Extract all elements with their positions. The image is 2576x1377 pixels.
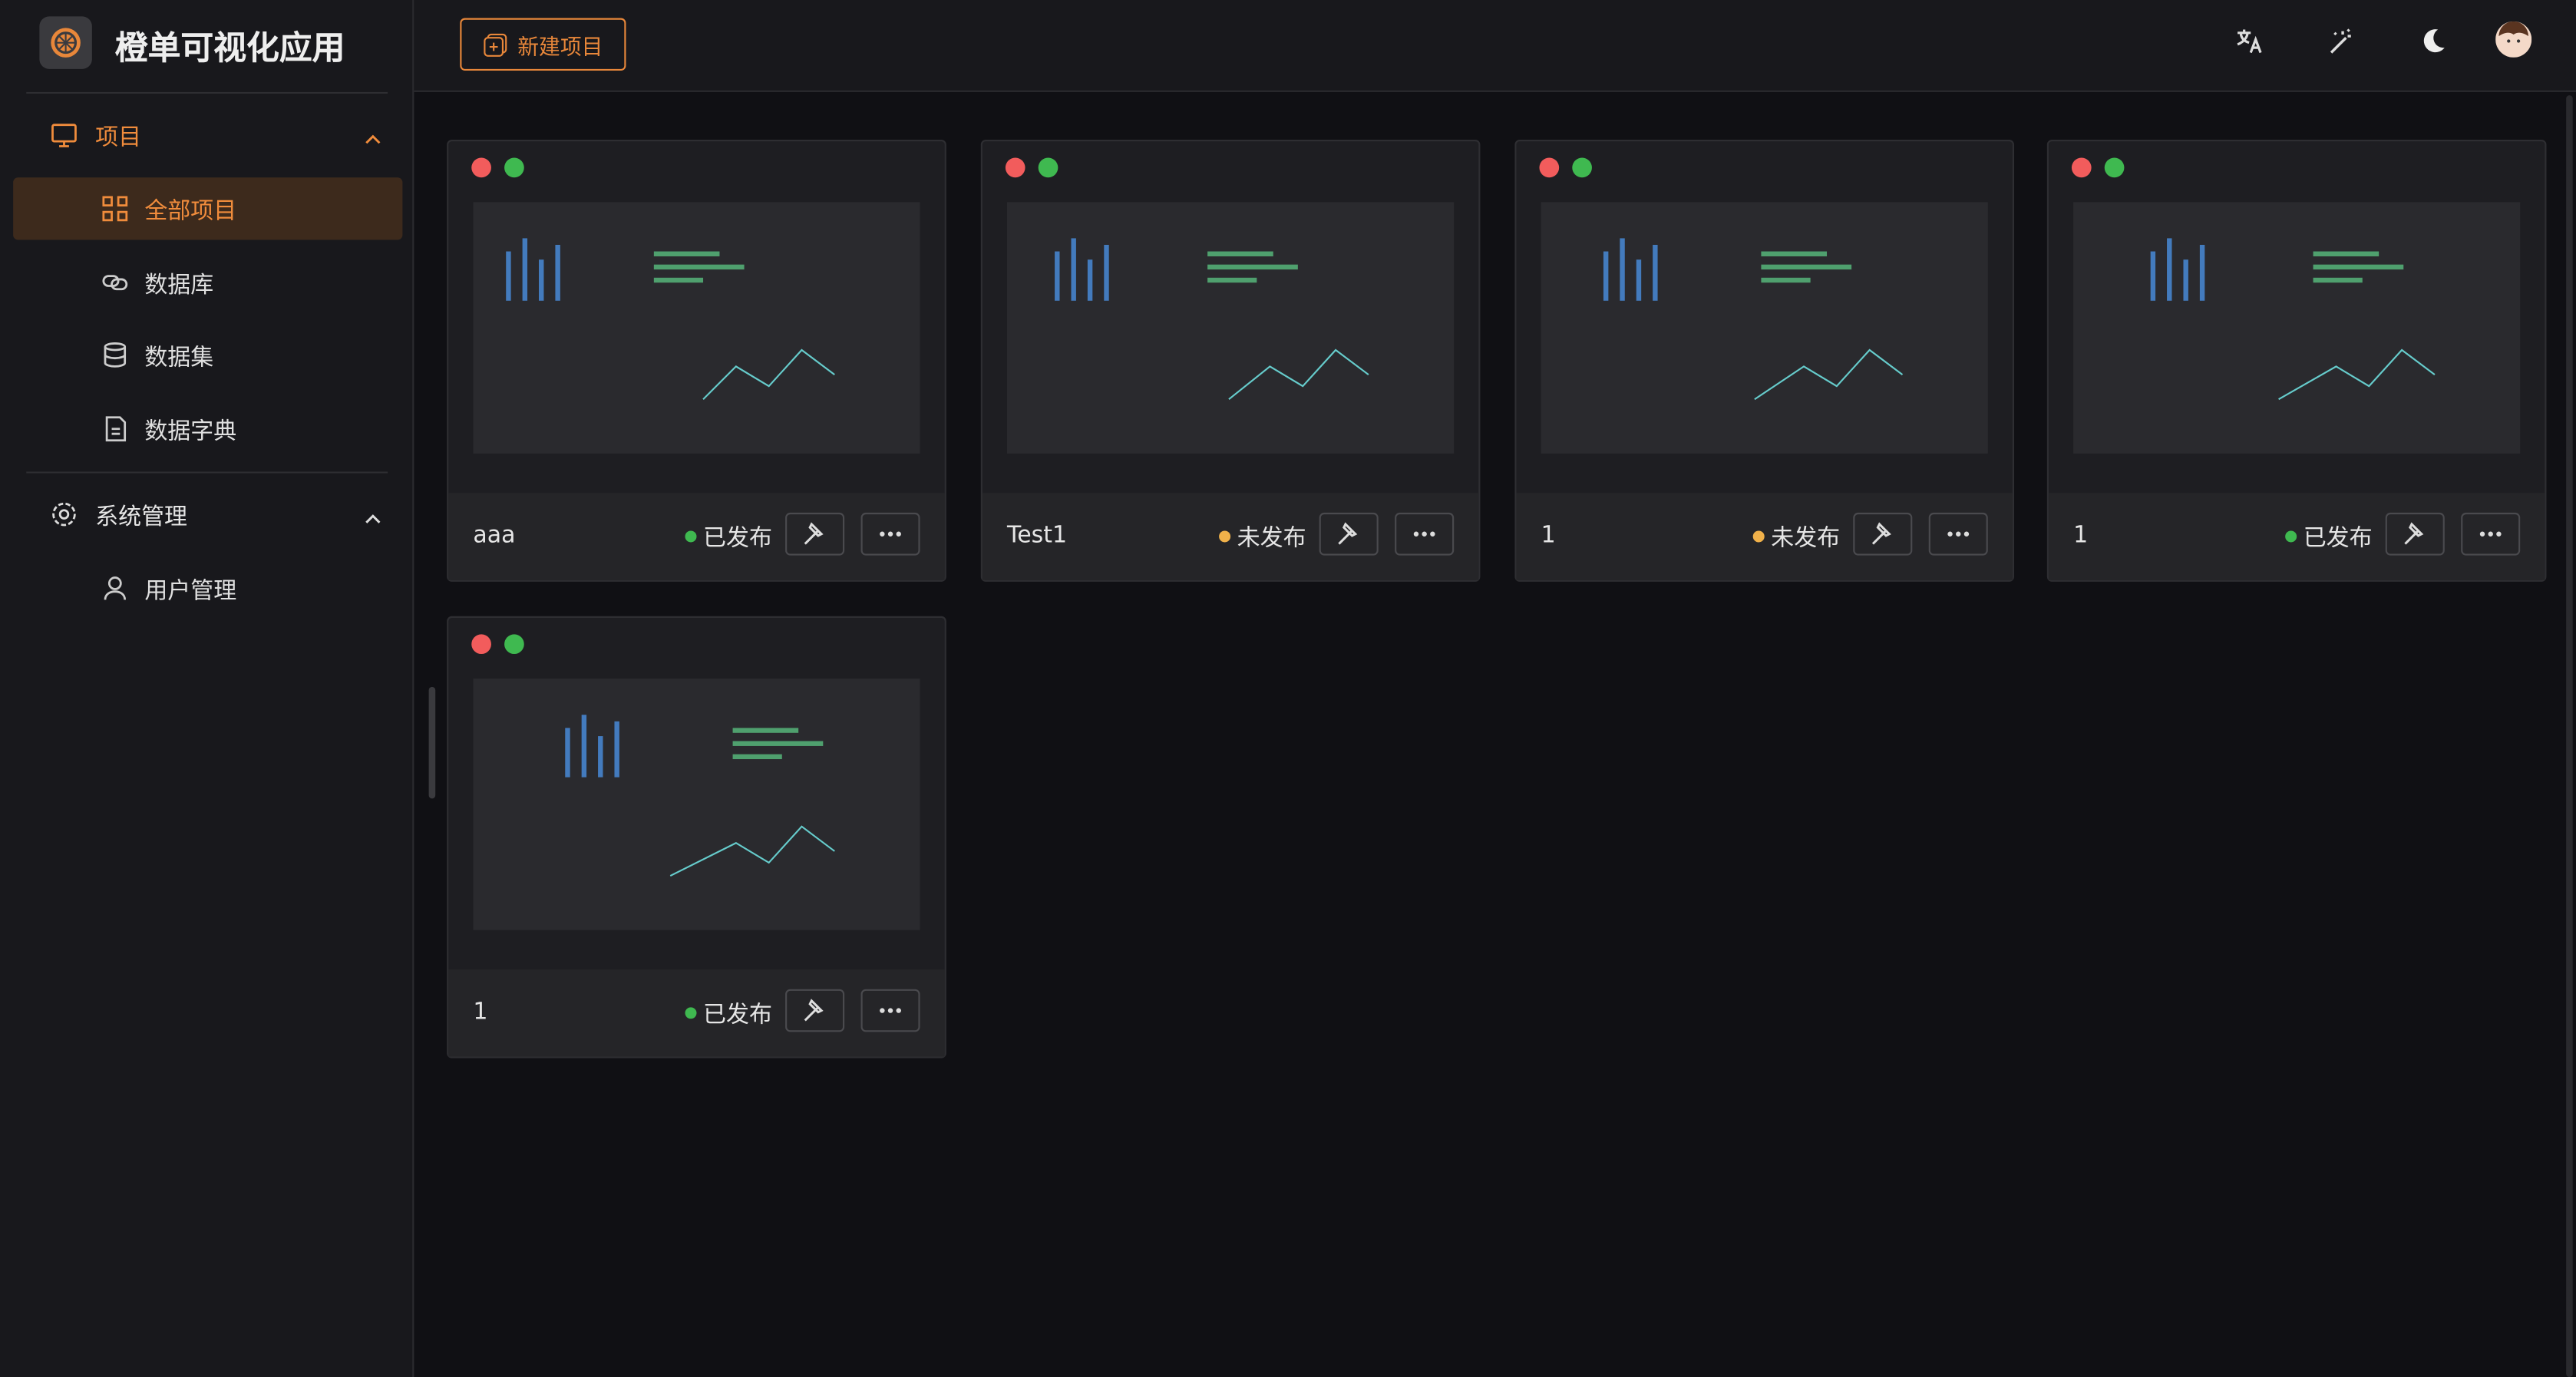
icon xyxy=(101,341,130,371)
preview-thumbnail[interactable] xyxy=(1007,202,1455,454)
translate-icon[interactable] xyxy=(2234,26,2264,56)
window-dot-green xyxy=(1572,157,1592,178)
window-dot-red xyxy=(471,157,491,178)
icon xyxy=(49,500,79,530)
preview-thumbnail[interactable] xyxy=(1541,202,1988,454)
preview-thumbnail[interactable] xyxy=(473,202,920,454)
menu-group[interactable]: 项目 xyxy=(95,124,142,151)
window-dot-red xyxy=(2071,157,2092,178)
project-card[interactable]: 1 已发布 xyxy=(2046,139,2547,582)
edit-button[interactable] xyxy=(1853,512,1913,556)
new-project-button[interactable]: 新建项目 xyxy=(460,18,626,71)
sidebar-scrollbar xyxy=(428,686,436,799)
window-dot-red xyxy=(1005,157,1025,178)
status-label: 已发布 xyxy=(2303,526,2373,553)
sidebar: 橙单可视化应用 项目全部项目数据库数据集数据字典系统管理用户管理 xyxy=(0,0,414,1377)
status-dot xyxy=(1752,530,1765,543)
status-label: 已发布 xyxy=(703,1002,772,1029)
icon xyxy=(101,194,130,224)
window-dot-red xyxy=(471,634,491,655)
card-footer: 1 已发布 xyxy=(2048,493,2545,580)
magic-icon[interactable] xyxy=(2327,26,2356,56)
preview-thumbnail[interactable] xyxy=(2073,202,2521,454)
status-dot xyxy=(685,1007,697,1019)
divider xyxy=(26,471,388,474)
status-label: 已发布 xyxy=(703,526,772,553)
edit-button[interactable] xyxy=(785,989,845,1032)
window-dot-green xyxy=(504,157,524,178)
menu-item[interactable]: 用户管理 xyxy=(144,578,237,605)
icon xyxy=(101,573,130,603)
project-card[interactable]: Test1 未发布 xyxy=(980,139,1481,582)
app-title: 橙单可视化应用 xyxy=(114,28,345,68)
icon xyxy=(49,120,79,150)
card-footer: Test1 未发布 xyxy=(982,493,1479,580)
more-button[interactable] xyxy=(1928,512,1988,556)
project-name: aaa xyxy=(473,522,516,550)
chevron xyxy=(363,125,383,145)
status-dot xyxy=(685,530,697,543)
icon xyxy=(101,414,130,444)
scrollbar xyxy=(2566,95,2573,1377)
more-button[interactable] xyxy=(2461,512,2521,556)
menu-item[interactable]: 数据字典 xyxy=(144,419,237,446)
edit-button[interactable] xyxy=(785,512,845,556)
status-label: 未发布 xyxy=(1771,526,1841,553)
status-label: 未发布 xyxy=(1237,526,1306,553)
menu-item[interactable]: 数据库 xyxy=(144,272,214,299)
window-dot-green xyxy=(504,634,524,655)
project-name: 1 xyxy=(473,999,488,1025)
project-name: Test1 xyxy=(1007,522,1068,550)
window-dot-red xyxy=(1539,157,1560,178)
card-footer: 1 未发布 xyxy=(1516,493,2013,580)
status-dot xyxy=(1219,530,1231,543)
logo xyxy=(39,16,92,69)
more-button[interactable] xyxy=(860,989,920,1032)
window-dot-green xyxy=(1038,157,1058,178)
project-card[interactable]: 1 已发布 xyxy=(447,616,946,1058)
icon xyxy=(101,267,130,297)
menu-group[interactable]: 系统管理 xyxy=(95,504,187,531)
preview-thumbnail[interactable] xyxy=(473,679,920,930)
project-name: 1 xyxy=(1541,522,1556,550)
avatar[interactable] xyxy=(2495,21,2532,58)
more-button[interactable] xyxy=(860,512,920,556)
card-footer: 1 已发布 xyxy=(448,969,945,1057)
more-button[interactable] xyxy=(1395,512,1455,556)
new-project-label: 新建项目 xyxy=(517,36,603,61)
edit-button[interactable] xyxy=(1319,512,1379,556)
status-dot xyxy=(2285,530,2297,543)
project-card[interactable]: aaa 已发布 xyxy=(447,139,946,582)
card-footer: aaa 已发布 xyxy=(448,493,945,580)
edit-button[interactable] xyxy=(2385,512,2445,556)
chevron xyxy=(363,504,383,524)
menu-item[interactable]: 数据集 xyxy=(144,345,214,372)
topbar: 新建项目 xyxy=(414,0,2576,92)
theme-icon[interactable] xyxy=(2419,26,2449,56)
window-dot-green xyxy=(2104,157,2125,178)
project-name: 1 xyxy=(2073,522,2089,550)
menu-item-active-bg xyxy=(13,177,403,240)
divider xyxy=(26,91,388,94)
menu-item[interactable]: 全部项目 xyxy=(144,199,237,226)
project-card[interactable]: 1 未发布 xyxy=(1514,139,2015,582)
